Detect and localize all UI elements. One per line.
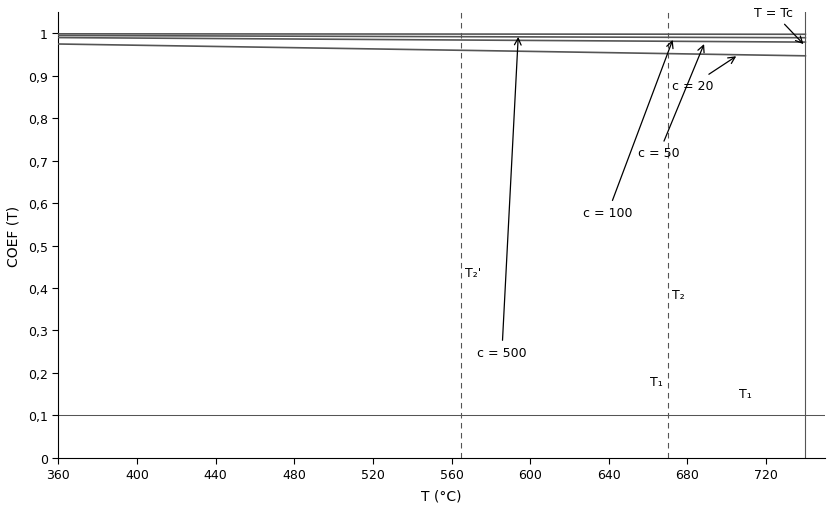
Text: T₂: T₂	[671, 288, 685, 301]
Text: T₁: T₁	[739, 388, 751, 401]
Text: c = 20: c = 20	[671, 58, 735, 93]
Y-axis label: COEF (T): COEF (T)	[7, 205, 21, 266]
Text: T = Tc: T = Tc	[755, 8, 803, 44]
Text: c = 50: c = 50	[638, 46, 704, 160]
X-axis label: T (°C): T (°C)	[422, 488, 462, 502]
Text: T₁: T₁	[650, 375, 663, 388]
Text: c = 100: c = 100	[583, 42, 673, 219]
Text: T₂': T₂'	[465, 267, 482, 280]
Text: c = 500: c = 500	[477, 39, 527, 359]
